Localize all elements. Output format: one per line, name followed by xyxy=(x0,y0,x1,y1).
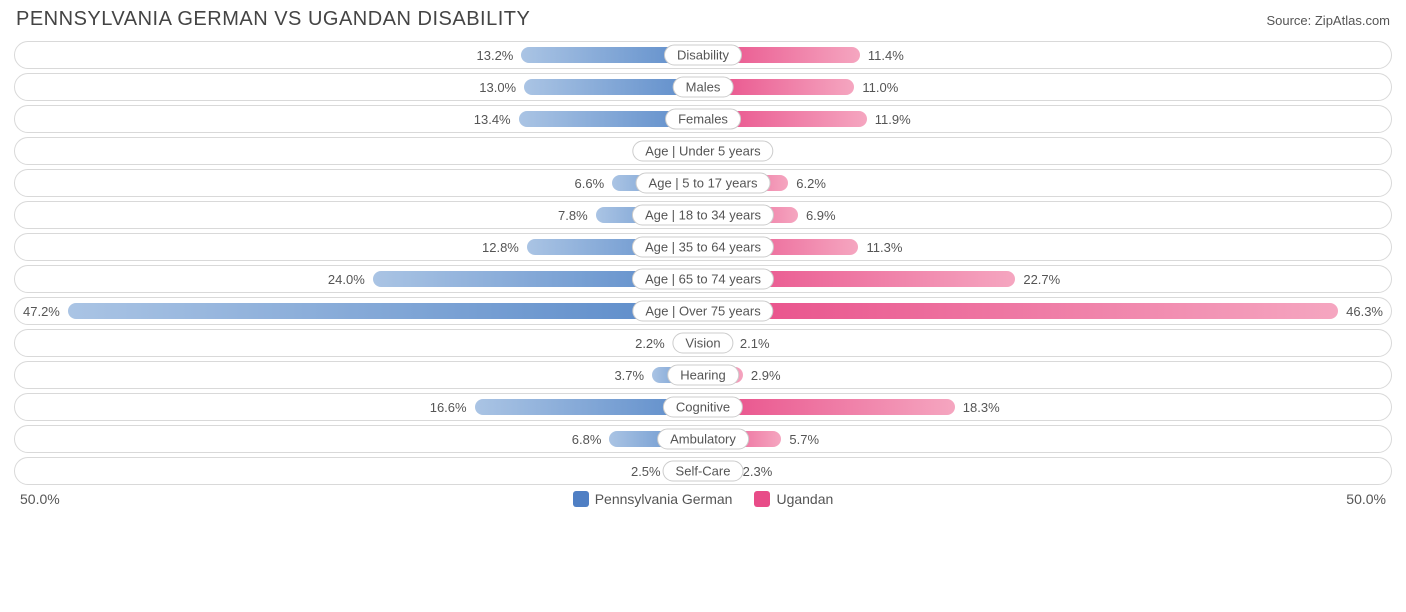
value-right: 6.9% xyxy=(798,208,844,223)
bar-left xyxy=(68,303,703,319)
value-left: 2.2% xyxy=(627,336,673,351)
row-label: Age | 65 to 74 years xyxy=(632,269,774,290)
legend-item-right: Ugandan xyxy=(754,491,833,507)
value-right: 2.9% xyxy=(743,368,789,383)
diverging-bar-chart: 13.2% 11.4% Disability 13.0% 11.0% Males 13.4%… xyxy=(14,41,1392,485)
legend-item-left: Pennsylvania German xyxy=(573,491,733,507)
chart-source: Source: ZipAtlas.com xyxy=(1266,13,1390,28)
value-left: 47.2% xyxy=(15,304,68,319)
chart-row: 3.7% 2.9% Hearing xyxy=(14,361,1392,389)
row-label: Cognitive xyxy=(663,397,743,418)
value-left: 16.6% xyxy=(422,400,475,415)
row-label: Age | Over 75 years xyxy=(632,301,773,322)
chart-row: 7.8% 6.9% Age | 18 to 34 years xyxy=(14,201,1392,229)
value-left: 24.0% xyxy=(320,272,373,287)
chart-row: 47.2% 46.3% Age | Over 75 years xyxy=(14,297,1392,325)
chart-row: 2.5%2.3%Self-Care xyxy=(14,457,1392,485)
chart-header: PENNSYLVANIA GERMAN VS UGANDAN DISABILIT… xyxy=(14,8,1392,31)
chart-row: 6.8% 5.7% Ambulatory xyxy=(14,425,1392,453)
value-right: 11.3% xyxy=(858,240,910,255)
row-label: Age | Under 5 years xyxy=(632,141,773,162)
value-left: 13.4% xyxy=(466,112,519,127)
chart-row: 13.2% 11.4% Disability xyxy=(14,41,1392,69)
row-label: Age | 18 to 34 years xyxy=(632,205,774,226)
chart-row: 6.6% 6.2% Age | 5 to 17 years xyxy=(14,169,1392,197)
bar-right xyxy=(703,303,1338,319)
row-label: Age | 5 to 17 years xyxy=(636,173,771,194)
chart-row: 24.0% 22.7% Age | 65 to 74 years xyxy=(14,265,1392,293)
chart-row: 12.8% 11.3% Age | 35 to 64 years xyxy=(14,233,1392,261)
row-label: Vision xyxy=(672,333,733,354)
value-left: 13.0% xyxy=(471,80,524,95)
chart-row: 1.9%1.1%Age | Under 5 years xyxy=(14,137,1392,165)
axis-right-max: 50.0% xyxy=(1346,491,1386,507)
chart-footer: 50.0% Pennsylvania German Ugandan 50.0% xyxy=(14,491,1392,507)
chart-row: 13.4% 11.9% Females xyxy=(14,105,1392,133)
value-left: 13.2% xyxy=(469,48,522,63)
value-right: 2.1% xyxy=(732,336,778,351)
value-right: 18.3% xyxy=(955,400,1008,415)
row-label: Self-Care xyxy=(663,461,744,482)
legend-swatch-left xyxy=(573,491,589,507)
chart-row: 16.6% 18.3% Cognitive xyxy=(14,393,1392,421)
value-left: 12.8% xyxy=(474,240,527,255)
value-right: 22.7% xyxy=(1015,272,1068,287)
value-right: 11.0% xyxy=(854,80,906,95)
row-label: Females xyxy=(665,109,741,130)
legend-label-left: Pennsylvania German xyxy=(595,491,733,507)
value-right: 5.7% xyxy=(781,432,827,447)
value-left: 6.6% xyxy=(567,176,613,191)
row-label: Hearing xyxy=(667,365,739,386)
value-right: 11.4% xyxy=(860,48,912,63)
row-label: Disability xyxy=(664,45,742,66)
legend-swatch-right xyxy=(754,491,770,507)
value-left: 3.7% xyxy=(606,368,652,383)
value-left: 6.8% xyxy=(564,432,610,447)
chart-legend: Pennsylvania German Ugandan xyxy=(573,491,834,507)
value-right: 6.2% xyxy=(788,176,834,191)
chart-title: PENNSYLVANIA GERMAN VS UGANDAN DISABILIT… xyxy=(16,8,530,31)
value-left: 7.8% xyxy=(550,208,596,223)
value-right: 46.3% xyxy=(1338,304,1391,319)
row-label: Age | 35 to 64 years xyxy=(632,237,774,258)
chart-row: 2.2% 2.1%Vision xyxy=(14,329,1392,357)
chart-row: 13.0% 11.0% Males xyxy=(14,73,1392,101)
axis-left-max: 50.0% xyxy=(20,491,60,507)
value-right: 11.9% xyxy=(867,112,919,127)
legend-label-right: Ugandan xyxy=(776,491,833,507)
row-label: Males xyxy=(673,77,734,98)
row-label: Ambulatory xyxy=(657,429,749,450)
